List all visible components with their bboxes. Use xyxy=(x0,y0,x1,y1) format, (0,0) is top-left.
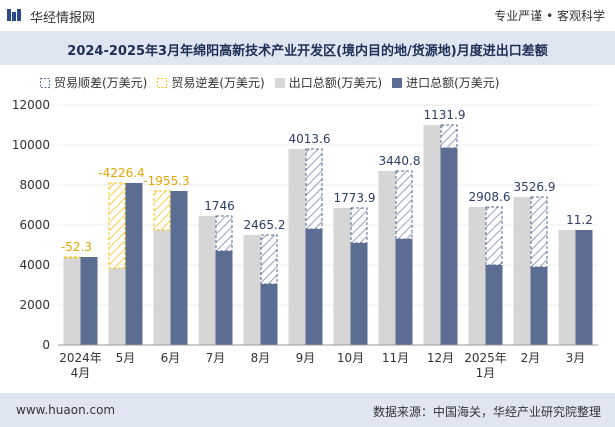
legend-swatch-import xyxy=(392,77,403,88)
export-bar xyxy=(558,230,576,345)
y-tick-label: 2000 xyxy=(19,298,50,312)
x-tick-label: 3月 xyxy=(566,351,586,365)
y-tick-label: 6000 xyxy=(19,218,50,232)
y-tick-label: 10000 xyxy=(12,138,50,152)
import-bar xyxy=(485,265,503,345)
x-tick-label: 9月 xyxy=(296,351,316,365)
import-bar xyxy=(260,284,278,345)
balance-data-label: 2908.6 xyxy=(469,190,511,204)
huajing-logo-icon xyxy=(7,9,21,21)
export-bar xyxy=(288,149,306,345)
title-bar: 2024-2025年3月年绵阳高新技术产业开发区(境内目的地/货源地)月度进出口… xyxy=(0,31,615,65)
legend-swatch-surplus xyxy=(40,77,50,88)
legend-swatch-export xyxy=(274,77,285,88)
import-bar xyxy=(440,148,458,345)
y-tick-label: 0 xyxy=(42,338,50,352)
x-tick-label: 2025年 xyxy=(464,351,507,365)
y-tick-label: 4000 xyxy=(19,258,50,272)
x-tick-label: 11月 xyxy=(382,351,409,365)
x-tick-label: 1月 xyxy=(476,366,496,380)
export-bar xyxy=(378,171,396,345)
export-bar xyxy=(423,125,441,345)
x-tick-label: 2月 xyxy=(521,351,541,365)
import-bar xyxy=(215,251,233,345)
surplus-box xyxy=(440,124,458,149)
balance-data-label: -52.3 xyxy=(61,240,92,254)
legend-item-surplus: 贸易顺差(万美元) xyxy=(40,74,147,91)
balance-data-label: 4013.6 xyxy=(289,132,331,146)
legend-label-deficit: 贸易逆差(万美元) xyxy=(171,76,265,90)
x-tick-label: 10月 xyxy=(337,351,364,365)
brand-name: 华经情报网 xyxy=(30,11,96,26)
export-bar xyxy=(198,216,216,345)
legend-label-surplus: 贸易顺差(万美元) xyxy=(54,76,148,90)
balance-data-label: 1746 xyxy=(204,199,235,213)
surplus-box xyxy=(485,206,503,266)
surplus-box xyxy=(350,207,368,244)
top-bar: 华经情报网 专业严谨 • 客观科学 xyxy=(0,0,615,30)
legend-label-export: 出口总额(万美元) xyxy=(288,76,383,90)
export-bar xyxy=(513,197,531,345)
bar-chart: -52.3 -4226.4-1955.3 1746 2465.2 4013.6 1773.… xyxy=(12,98,598,380)
balance-data-label: 2465.2 xyxy=(244,218,286,232)
import-bar xyxy=(575,230,593,345)
y-tick-label: 8000 xyxy=(19,178,50,192)
x-tick-label: 12月 xyxy=(427,351,454,365)
import-bar xyxy=(395,239,413,345)
x-tick-label: 6月 xyxy=(161,351,181,365)
balance-data-label: 11.2 xyxy=(566,213,593,227)
x-tick-label: 2024年 xyxy=(59,351,102,365)
slogan: 专业严谨 • 客观科学 xyxy=(494,9,605,23)
chart-title: 2024-2025年3月年绵阳高新技术产业开发区(境内目的地/货源地)月度进出口… xyxy=(67,44,548,59)
import-bar xyxy=(80,257,98,345)
x-tick-label: 4月 xyxy=(71,366,91,380)
balance-data-label: 1131.9 xyxy=(424,108,466,122)
footer-source: 数据来源：中国海关，华经产业研究院整理 xyxy=(372,405,601,419)
export-bar xyxy=(468,207,486,345)
footer-bar: www.huaon.com 数据来源：中国海关，华经产业研究院整理 xyxy=(0,393,615,427)
surplus-box xyxy=(305,148,323,230)
legend-item-export: 出口总额(万美元) xyxy=(274,74,383,91)
deficit-box xyxy=(153,190,171,231)
chart-legend: 贸易顺差(万美元) 贸易逆差(万美元) 出口总额(万美元) 进口总额(万美元) xyxy=(40,74,500,91)
balance-data-label: 3526.9 xyxy=(514,180,556,194)
import-bar xyxy=(305,229,323,345)
export-bar xyxy=(108,268,126,345)
surplus-box xyxy=(395,170,413,240)
export-bar xyxy=(153,230,171,345)
export-bar xyxy=(63,258,81,345)
legend-label-import: 进口总额(万美元) xyxy=(406,76,500,90)
legend-swatch-deficit xyxy=(157,77,168,88)
export-bar xyxy=(333,208,351,345)
balance-data-label: 3440.8 xyxy=(379,154,421,168)
balance-data-label: -1955.3 xyxy=(143,174,189,188)
x-tick-label: 5月 xyxy=(116,351,136,365)
x-tick-label: 7月 xyxy=(206,351,226,365)
y-tick-label: 12000 xyxy=(12,98,50,112)
import-bar xyxy=(125,183,143,345)
import-bar xyxy=(530,267,548,345)
footer-site: www.huaon.com xyxy=(16,403,116,417)
import-bar xyxy=(170,191,188,345)
legend-item-import: 进口总额(万美元) xyxy=(392,74,500,91)
deficit-box xyxy=(63,256,81,259)
export-bar xyxy=(243,235,261,345)
import-bar xyxy=(350,243,368,345)
x-tick-label: 8月 xyxy=(251,351,271,365)
balance-data-label: 1773.9 xyxy=(334,191,376,205)
balance-data-label: -4226.4 xyxy=(98,166,144,180)
deficit-box xyxy=(108,182,126,269)
surplus-box xyxy=(530,196,548,268)
surplus-box xyxy=(260,234,278,285)
surplus-box xyxy=(215,215,233,252)
legend-item-deficit: 贸易逆差(万美元) xyxy=(157,74,265,91)
